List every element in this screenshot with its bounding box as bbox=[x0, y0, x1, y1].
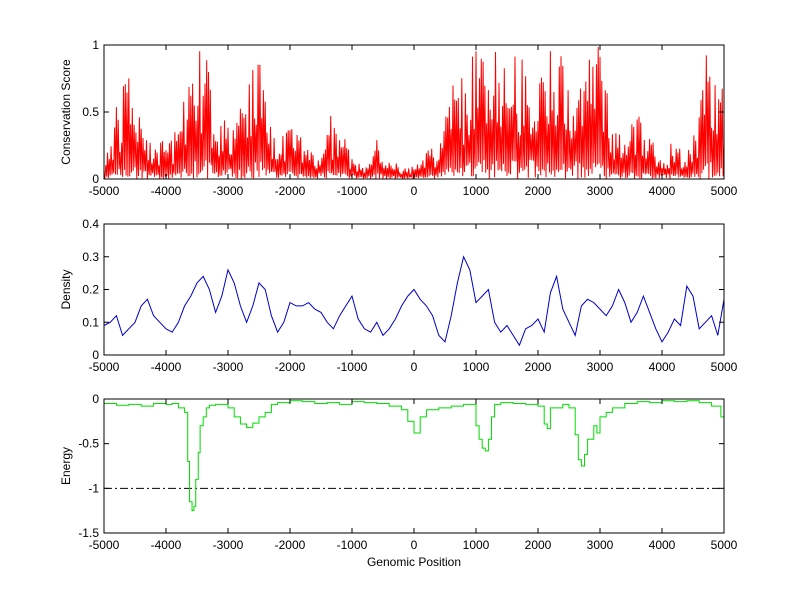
density-x-tick-label: -3000 bbox=[213, 360, 244, 374]
conservation-y-axis-label: Conservation Score bbox=[59, 59, 73, 165]
energy-x-tick-label: -5000 bbox=[89, 538, 120, 552]
energy-x-tick-label: 1000 bbox=[463, 538, 490, 552]
density-x-tick-label: 2000 bbox=[525, 360, 552, 374]
conservation-x-tick-label: -5000 bbox=[89, 184, 120, 198]
conservation-x-tick-label: 1000 bbox=[463, 184, 490, 198]
density-series-line bbox=[104, 255, 724, 347]
energy-y-tick-label: -1 bbox=[88, 481, 99, 495]
density-y-axis-label: Density bbox=[59, 269, 73, 309]
conservation-x-tick-label: 2000 bbox=[525, 184, 552, 198]
energy-series-line bbox=[104, 400, 724, 512]
conservation-y-tick-label: 0.5 bbox=[82, 105, 99, 119]
density-y-tick-label: 0.2 bbox=[82, 283, 99, 297]
density-x-tick-label: -4000 bbox=[151, 360, 182, 374]
energy-x-tick-label: -2000 bbox=[275, 538, 306, 552]
energy-y-tick-label: -1.5 bbox=[78, 526, 99, 540]
energy-x-tick-label: 4000 bbox=[649, 538, 676, 552]
conservation-x-tick-label: -3000 bbox=[213, 184, 244, 198]
conservation-y-tick-label: 0 bbox=[92, 172, 99, 186]
density-y-tick-label: 0.3 bbox=[82, 250, 99, 264]
energy-x-tick-label: 0 bbox=[411, 538, 418, 552]
energy-x-tick-label: 5000 bbox=[711, 538, 738, 552]
density-x-tick-label: -5000 bbox=[89, 360, 120, 374]
density-x-tick-label: 4000 bbox=[649, 360, 676, 374]
density-x-tick-label: 3000 bbox=[587, 360, 614, 374]
density-x-tick-label: 1000 bbox=[463, 360, 490, 374]
energy-x-tick-label: -4000 bbox=[151, 538, 182, 552]
conservation-x-tick-label: 5000 bbox=[711, 184, 738, 198]
energy-x-tick-label: 2000 bbox=[525, 538, 552, 552]
density-y-tick-label: 0 bbox=[92, 348, 99, 362]
density-y-tick-label: 0.1 bbox=[82, 315, 99, 329]
conservation-x-tick-label: -4000 bbox=[151, 184, 182, 198]
conservation-x-tick-label: 0 bbox=[411, 184, 418, 198]
density-x-tick-label: 0 bbox=[411, 360, 418, 374]
density-x-tick-label: -1000 bbox=[337, 360, 368, 374]
energy-x-axis-label: Genomic Position bbox=[367, 555, 461, 569]
energy-x-tick-label: -1000 bbox=[337, 538, 368, 552]
density-x-tick-label: -2000 bbox=[275, 360, 306, 374]
conservation-score-panel: -5000 -4000 -3000 -2000 -1000 0 1000 2000 3000 40… bbox=[59, 38, 738, 198]
conservation-y-tick-label: 1 bbox=[92, 38, 99, 52]
density-x-tick-label: 5000 bbox=[711, 360, 738, 374]
energy-y-tick-label: -0.5 bbox=[78, 437, 99, 451]
energy-x-tick-label: 3000 bbox=[587, 538, 614, 552]
conservation-x-tick-label: 3000 bbox=[587, 184, 614, 198]
energy-y-axis-label: Energy bbox=[59, 447, 73, 485]
density-y-tick-label: 0.4 bbox=[82, 217, 99, 231]
conservation-x-tick-label: -2000 bbox=[275, 184, 306, 198]
conservation-x-tick-label: -1000 bbox=[337, 184, 368, 198]
density-panel: -5000 -4000 -3000 -2000 -1000 0 1000 2000 3000 40… bbox=[59, 217, 738, 374]
energy-x-tick-label: -3000 bbox=[213, 538, 244, 552]
energy-y-tick-label: 0 bbox=[92, 392, 99, 406]
energy-panel: -5000 -4000 -3000 -2000 -1000 0 1000 2000 3000 40… bbox=[59, 392, 738, 569]
conservation-x-tick-label: 4000 bbox=[649, 184, 676, 198]
conservation-series-line bbox=[104, 46, 724, 179]
energy-plot-area bbox=[104, 399, 724, 533]
